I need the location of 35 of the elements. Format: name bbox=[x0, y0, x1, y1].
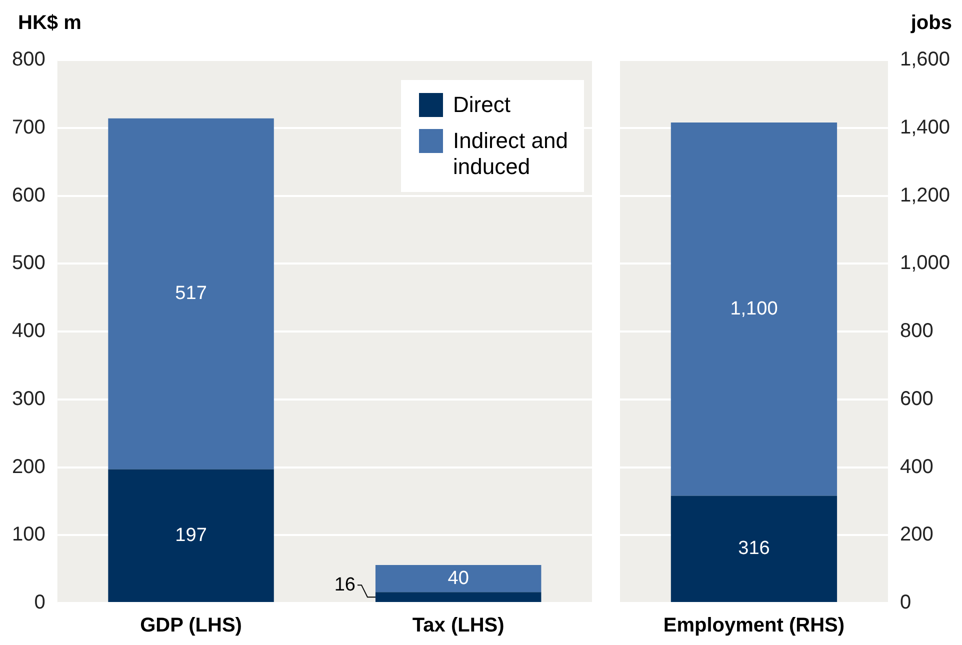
bar bbox=[108, 118, 274, 470]
data-label: 197 bbox=[175, 524, 207, 546]
bar bbox=[108, 469, 274, 602]
y2-tick-label: 200 bbox=[900, 524, 934, 546]
legend-label: Direct bbox=[453, 92, 510, 118]
y2-tick-label: 1,200 bbox=[900, 184, 950, 206]
y2-tick-label: 1,600 bbox=[900, 48, 950, 71]
y-tick-label: 300 bbox=[12, 388, 46, 410]
y-tick-label: 200 bbox=[12, 456, 46, 478]
y2-tick-label: 1,400 bbox=[900, 116, 950, 138]
y2-tick-label: 400 bbox=[900, 456, 934, 478]
bar bbox=[375, 564, 542, 592]
y-tick-label: 400 bbox=[12, 320, 46, 342]
y2-tick-label: 0 bbox=[900, 592, 912, 614]
y2-axis-title: jobs bbox=[910, 12, 952, 35]
x-tick-label: GDP (LHS) bbox=[140, 614, 242, 637]
data-label: 16 bbox=[334, 574, 356, 596]
y-tick-label: 800 bbox=[12, 48, 46, 71]
bar bbox=[375, 592, 542, 602]
x-tick-label: Tax (LHS) bbox=[412, 614, 504, 637]
y-tick-label: 0 bbox=[34, 592, 46, 614]
y2-tick-label: 600 bbox=[900, 388, 934, 410]
y-tick-label: 600 bbox=[12, 184, 46, 206]
y-tick-label: 500 bbox=[12, 252, 46, 274]
y-tick-label: 100 bbox=[12, 524, 46, 546]
y-tick-label: 700 bbox=[12, 116, 46, 138]
data-label: 1,100 bbox=[730, 298, 778, 320]
legend-label: Indirect and induced bbox=[453, 128, 569, 180]
data-label: 316 bbox=[738, 538, 770, 560]
y-axis-title: HK$ m bbox=[18, 12, 82, 35]
data-label: 40 bbox=[448, 568, 469, 589]
data-label: 517 bbox=[175, 283, 207, 304]
y2-tick-label: 800 bbox=[900, 320, 934, 342]
y2-tick-label: 1,000 bbox=[900, 252, 950, 274]
x-tick-label: Employment (RHS) bbox=[663, 614, 845, 637]
